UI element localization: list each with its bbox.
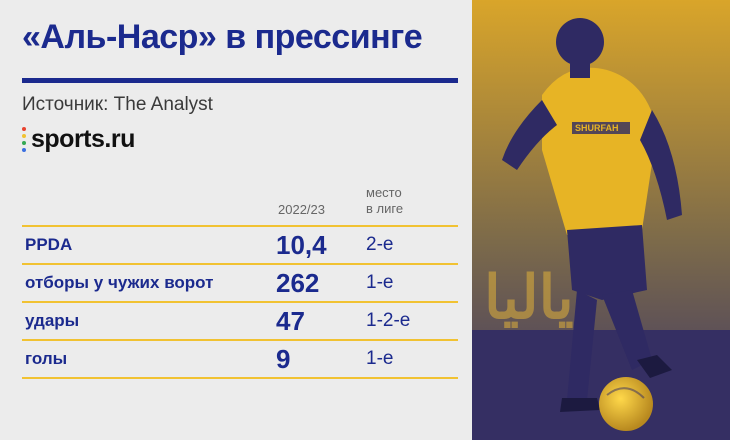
stat-value: 9 xyxy=(276,344,291,374)
infographic-panel: «Аль-Наср» в прессинге Источник: The Ana… xyxy=(22,18,458,379)
stat-value: 262 xyxy=(276,268,320,298)
stat-label: PPDA xyxy=(25,235,73,254)
svg-text:ياليا: ياليا xyxy=(484,264,574,331)
table-row: голы 9 1-е xyxy=(22,339,458,379)
column-header-place-line2: в лиге xyxy=(366,201,404,216)
logo-dot xyxy=(22,147,26,152)
sports-ru-logo: sports.ru xyxy=(22,124,135,154)
stat-value: 47 xyxy=(276,306,305,336)
logo-dot xyxy=(22,133,26,138)
stat-place: 1-2-е xyxy=(366,310,411,331)
source-caption: Источник: The Analyst xyxy=(22,94,213,115)
stat-label: удары xyxy=(25,311,80,330)
column-header-place-line1: место xyxy=(366,185,402,200)
logo-text: sports.ru xyxy=(31,124,135,153)
table-row: удары 47 1-2-е xyxy=(22,301,458,339)
page-title: «Аль-Наср» в прессинге xyxy=(22,18,423,56)
title-divider xyxy=(22,78,458,83)
logo-dots-icon xyxy=(22,126,26,152)
table-row: PPDA 10,4 2-е xyxy=(22,225,458,263)
stats-table: PPDA 10,4 2-е отборы у чужих ворот 262 1… xyxy=(22,225,458,379)
stat-label: голы xyxy=(25,349,68,368)
table-row: отборы у чужих ворот 262 1-е xyxy=(22,263,458,301)
stat-value: 10,4 xyxy=(276,230,327,260)
stat-place: 1-е xyxy=(366,348,394,369)
logo-dot xyxy=(22,140,26,145)
player-photo-illustration: ياليا SHURFAH xyxy=(472,0,730,440)
logo-dot xyxy=(22,126,26,131)
player-photo: ياليا SHURFAH xyxy=(472,0,730,440)
column-header-season: 2022/23 xyxy=(278,202,325,217)
column-header-place: место в лиге xyxy=(366,185,436,217)
jersey-sponsor-text: SHURFAH xyxy=(575,123,619,133)
stat-label: отборы у чужих ворот xyxy=(25,273,214,292)
stat-place: 2-е xyxy=(366,234,394,255)
stat-place: 1-е xyxy=(366,272,394,293)
